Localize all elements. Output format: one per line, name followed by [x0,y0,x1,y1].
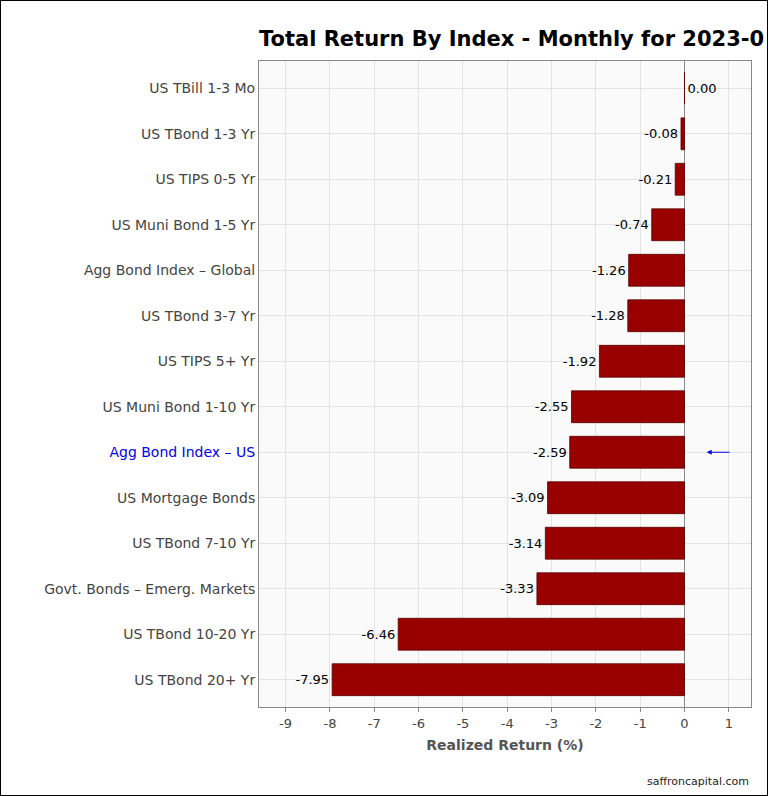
svg-text:1: 1 [725,716,733,731]
svg-text:US TBond 10-20 Yr: US TBond 10-20 Yr [123,626,255,642]
svg-text:US Mortgage Bonds: US Mortgage Bonds [117,490,255,506]
svg-text:Realized Return (%): Realized Return (%) [426,737,583,753]
svg-text:Agg Bond Index – US: Agg Bond Index – US [109,444,255,460]
svg-text:0: 0 [680,716,688,731]
svg-text:Total Return By Index - Monthl: Total Return By Index - Monthly for 2023… [259,27,764,51]
svg-text:-5: -5 [456,716,469,731]
svg-text:-8: -8 [323,716,336,731]
svg-text:US Muni Bond 1-5 Yr: US Muni Bond 1-5 Yr [111,217,255,233]
svg-text:-1.28: -1.28 [591,308,625,323]
svg-text:US TBond 3-7 Yr: US TBond 3-7 Yr [141,308,255,324]
svg-text:-1: -1 [634,716,647,731]
svg-text:US TBond 1-3 Yr: US TBond 1-3 Yr [141,126,255,142]
svg-text:-2.55: -2.55 [535,399,569,414]
svg-text:-2.59: -2.59 [533,445,567,460]
svg-text:-1.26: -1.26 [592,263,626,278]
svg-text:US TBill 1-3 Mo: US TBill 1-3 Mo [149,80,255,96]
svg-text:-4: -4 [501,716,514,731]
svg-text:US TBond 7-10 Yr: US TBond 7-10 Yr [132,535,255,551]
svg-text:-2: -2 [589,716,602,731]
svg-text:Govt. Bonds – Emerg. Markets: Govt. Bonds – Emerg. Markets [44,581,255,597]
svg-text:-7: -7 [368,716,381,731]
svg-text:0.00: 0.00 [688,81,717,96]
svg-text:-0.08: -0.08 [644,126,678,141]
svg-text:-6.46: -6.46 [362,627,396,642]
svg-text:US TIPS 0-5 Yr: US TIPS 0-5 Yr [156,171,256,187]
svg-text:US TIPS 5+ Yr: US TIPS 5+ Yr [158,353,256,369]
svg-text:-3.14: -3.14 [509,536,543,551]
svg-text:-3: -3 [545,716,558,731]
svg-text:-9: -9 [279,716,292,731]
svg-text:-7.95: -7.95 [295,672,329,687]
svg-text:-3.09: -3.09 [511,490,545,505]
svg-text:-3.33: -3.33 [500,581,534,596]
svg-text:saffroncapital.com: saffroncapital.com [647,775,749,788]
svg-text:US Muni Bond 1-10 Yr: US Muni Bond 1-10 Yr [103,399,256,415]
svg-text:-0.74: -0.74 [615,217,649,232]
svg-text:-6: -6 [412,716,425,731]
svg-text:US TBond 20+ Yr: US TBond 20+ Yr [134,672,255,688]
svg-text:-1.92: -1.92 [563,354,597,369]
svg-text:-0.21: -0.21 [639,172,673,187]
svg-text:Agg Bond Index – Global: Agg Bond Index – Global [84,262,255,278]
